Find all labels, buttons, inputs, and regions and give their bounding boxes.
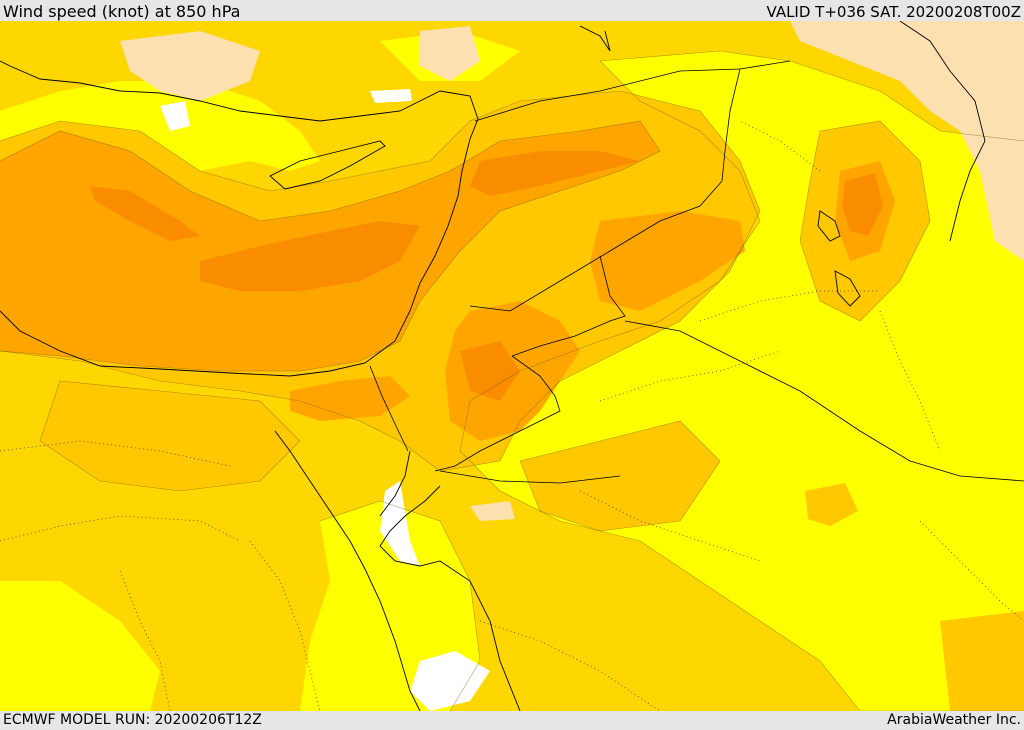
map-footer: ECMWF MODEL RUN: 20200206T12Z ArabiaWeat…: [0, 711, 1024, 729]
wind-speed-map[interactable]: [0, 21, 1024, 711]
credit: ArabiaWeather Inc.: [887, 712, 1021, 728]
calm-regions: [120, 21, 1024, 711]
map-header: Wind speed (knot) at 850 hPa VALID T+036…: [0, 0, 1024, 21]
national-borders: [369, 60, 1024, 484]
band-5-regions: [90, 151, 883, 401]
admin-boundaries: [0, 120, 1024, 711]
map-title: Wind speed (knot) at 850 hPa: [3, 2, 241, 21]
coastlines: [0, 21, 986, 711]
valid-time: VALID T+036 SAT. 20200208T00Z: [766, 3, 1021, 21]
model-run: ECMWF MODEL RUN: 20200206T12Z: [3, 712, 262, 728]
